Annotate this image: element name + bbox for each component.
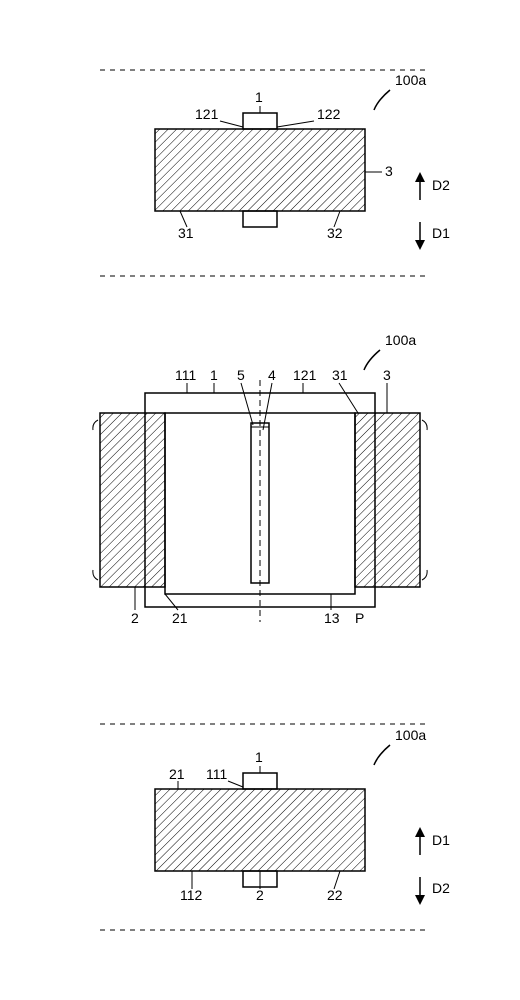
label-111: 111 bbox=[206, 766, 227, 782]
ref-curve bbox=[374, 90, 390, 110]
coil-right bbox=[355, 413, 420, 587]
label-121: 121 bbox=[195, 106, 219, 122]
label-13: 13 bbox=[324, 610, 340, 626]
label-2: 2 bbox=[131, 610, 139, 626]
label-1: 1 bbox=[255, 89, 263, 105]
leader bbox=[220, 121, 243, 127]
break-mark bbox=[93, 420, 98, 580]
arrow-d2-top: D2 bbox=[415, 172, 450, 200]
label-3: 3 bbox=[385, 163, 393, 179]
arrow-d1-top: D1 bbox=[415, 222, 450, 250]
label-1: 1 bbox=[210, 367, 218, 383]
label-31: 31 bbox=[178, 225, 194, 241]
arrow-label-d1: D1 bbox=[432, 832, 450, 848]
arrow-label-d1: D1 bbox=[432, 225, 450, 241]
top-section: 100a 1 121 122 31 32 3 D2 D1 bbox=[155, 72, 450, 250]
shaft-bottom bbox=[243, 211, 277, 227]
ref-100a-bot: 100a bbox=[395, 727, 426, 743]
label-121: 121 bbox=[293, 367, 317, 383]
leader bbox=[277, 121, 314, 127]
coil-left bbox=[100, 413, 165, 587]
label-22: 22 bbox=[327, 887, 343, 903]
ref-curve bbox=[364, 350, 380, 370]
arrow-label-d2: D2 bbox=[432, 177, 450, 193]
label-32: 32 bbox=[327, 225, 343, 241]
label-2: 2 bbox=[256, 887, 264, 903]
core bbox=[155, 129, 365, 211]
label-5: 5 bbox=[237, 367, 245, 383]
ref-100a-mid: 100a bbox=[385, 332, 416, 348]
ref-100a-top: 100a bbox=[395, 72, 426, 88]
label-112: 112 bbox=[180, 887, 203, 903]
middle-section: 100a 111 1 5 4 121 31 3 21 bbox=[93, 332, 427, 626]
arrow-d2-bot: D2 bbox=[415, 877, 450, 905]
leader bbox=[228, 781, 243, 787]
label-21: 21 bbox=[169, 766, 185, 782]
arrow-label-d2: D2 bbox=[432, 880, 450, 896]
ref-curve bbox=[374, 745, 390, 765]
shaft-top bbox=[243, 773, 277, 789]
label-3: 3 bbox=[383, 367, 391, 383]
label-4: 4 bbox=[268, 367, 276, 383]
label-111: 111 bbox=[175, 367, 196, 383]
break-mark bbox=[422, 420, 427, 580]
label-p: P bbox=[355, 610, 364, 626]
label-21: 21 bbox=[172, 610, 188, 626]
bottom-section: 100a 1 111 21 2 22 112 D1 D2 bbox=[155, 727, 450, 905]
label-1: 1 bbox=[255, 749, 263, 765]
shaft-top bbox=[243, 113, 277, 129]
label-31: 31 bbox=[332, 367, 348, 383]
technical-diagram: 100a 1 121 122 31 32 3 D2 D1 bbox=[0, 0, 520, 1000]
arrow-d1-bot: D1 bbox=[415, 827, 450, 855]
core bbox=[155, 789, 365, 871]
label-122: 122 bbox=[317, 106, 341, 122]
